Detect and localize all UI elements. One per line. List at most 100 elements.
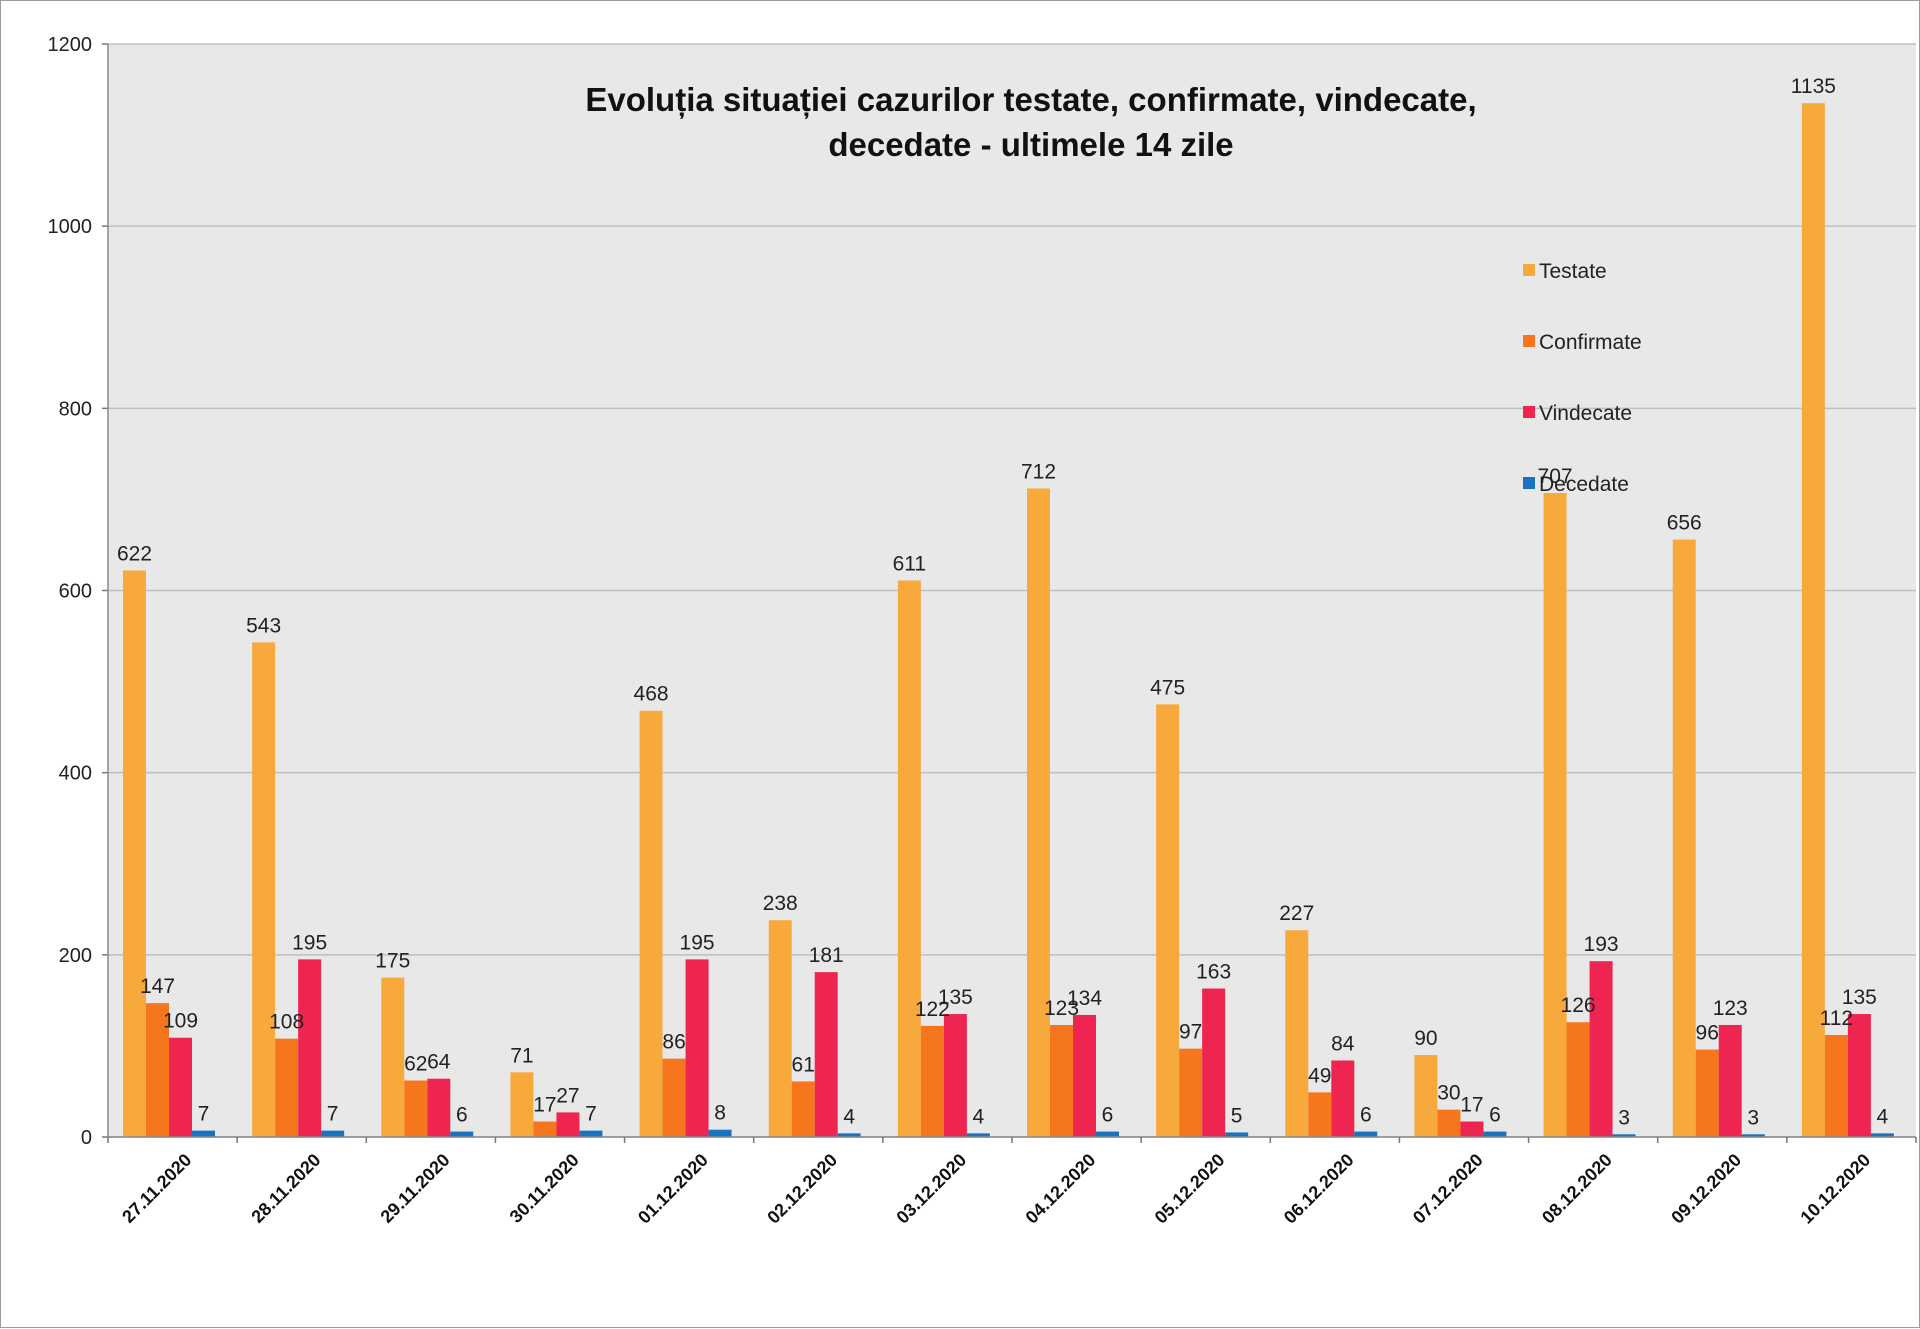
bar-testate bbox=[639, 710, 663, 1137]
bar-confirmate bbox=[404, 1080, 428, 1137]
bar-vindecate bbox=[427, 1078, 451, 1137]
data-label-confirmate: 96 bbox=[1696, 1022, 1719, 1045]
bar-testate bbox=[1285, 930, 1309, 1137]
data-label-testate: 712 bbox=[1021, 460, 1056, 483]
bar-decedate bbox=[708, 1129, 732, 1137]
bar-decedate bbox=[450, 1131, 474, 1137]
bar-confirmate bbox=[533, 1121, 557, 1137]
bar-testate bbox=[1672, 539, 1696, 1137]
legend-label-confirmate: Confirmate bbox=[1539, 331, 1642, 354]
bar-decedate bbox=[1096, 1131, 1119, 1137]
bar-vindecate bbox=[169, 1037, 192, 1137]
data-label-decedate: 7 bbox=[327, 1103, 339, 1126]
data-label-vindecate: 123 bbox=[1713, 997, 1748, 1020]
bar-confirmate bbox=[275, 1038, 299, 1137]
data-label-testate: 1135 bbox=[1791, 75, 1836, 98]
data-label-testate: 543 bbox=[246, 614, 281, 637]
x-category-label: 29.11.2020 bbox=[377, 1150, 454, 1227]
x-category-label: 02.12.2020 bbox=[763, 1150, 841, 1228]
data-label-testate: 622 bbox=[117, 542, 152, 565]
data-label-confirmate: 108 bbox=[269, 1011, 304, 1034]
legend: Testate Confirmate Vindecate Decedate bbox=[1523, 260, 1642, 496]
data-label-confirmate: 147 bbox=[140, 975, 175, 998]
x-category-label: 30.11.2020 bbox=[506, 1150, 583, 1227]
legend-swatch-vindecate bbox=[1523, 406, 1535, 418]
bar-confirmate bbox=[791, 1081, 815, 1137]
data-label-vindecate: 195 bbox=[292, 931, 327, 954]
x-category-label: 07.12.2020 bbox=[1409, 1150, 1487, 1228]
bar-confirmate bbox=[1437, 1109, 1461, 1137]
legend-swatch-confirmate bbox=[1523, 335, 1535, 347]
bar-testate bbox=[768, 920, 792, 1137]
x-category-label: 04.12.2020 bbox=[1022, 1150, 1100, 1228]
data-label-decedate: 6 bbox=[1489, 1104, 1501, 1127]
data-label-decedate: 4 bbox=[843, 1105, 855, 1128]
data-label-decedate: 3 bbox=[1747, 1106, 1759, 1129]
data-label-testate: 90 bbox=[1414, 1027, 1437, 1050]
data-label-testate: 611 bbox=[893, 552, 926, 575]
bar-vindecate bbox=[556, 1112, 580, 1137]
bar-vindecate bbox=[943, 1014, 967, 1137]
bar-decedate bbox=[192, 1130, 215, 1137]
data-label-confirmate: 126 bbox=[1561, 994, 1596, 1017]
bar-confirmate bbox=[146, 1003, 169, 1137]
chart-title-line-1: Evoluția situației cazurilor testate, co… bbox=[585, 81, 1476, 119]
data-label-confirmate: 97 bbox=[1179, 1021, 1202, 1044]
data-label-vindecate: 84 bbox=[1331, 1032, 1355, 1055]
data-label-decedate: 7 bbox=[585, 1103, 597, 1126]
chart-title: Evoluția situației cazurilor testate, co… bbox=[585, 81, 1476, 163]
data-label-vindecate: 193 bbox=[1584, 933, 1619, 956]
bar-decedate bbox=[579, 1130, 603, 1137]
bar-testate bbox=[381, 977, 405, 1137]
data-label-testate: 227 bbox=[1279, 902, 1314, 925]
data-label-confirmate: 86 bbox=[662, 1031, 685, 1054]
data-label-testate: 656 bbox=[1667, 511, 1702, 534]
data-label-testate: 468 bbox=[634, 683, 669, 706]
data-label-vindecate: 109 bbox=[163, 1010, 198, 1033]
x-category-label: 27.11.2020 bbox=[118, 1150, 195, 1227]
bar-decedate bbox=[1225, 1132, 1249, 1137]
bar-vindecate bbox=[1718, 1024, 1742, 1137]
data-label-vindecate: 17 bbox=[1460, 1094, 1483, 1117]
data-label-decedate: 6 bbox=[1102, 1104, 1114, 1127]
y-tick-label: 1000 bbox=[48, 216, 93, 238]
y-tick-label: 600 bbox=[59, 581, 92, 603]
data-label-vindecate: 163 bbox=[1196, 961, 1231, 984]
bar-vindecate bbox=[685, 959, 709, 1137]
x-category-label: 01.12.2020 bbox=[634, 1150, 712, 1228]
data-label-confirmate: 62 bbox=[404, 1053, 427, 1076]
bar-vindecate bbox=[814, 972, 838, 1137]
y-tick-label: 400 bbox=[59, 763, 92, 785]
y-tick-label: 800 bbox=[59, 398, 92, 420]
legend-label-decedate: Decedate bbox=[1539, 473, 1629, 496]
data-label-decedate: 5 bbox=[1231, 1104, 1243, 1127]
bar-confirmate bbox=[1308, 1092, 1332, 1137]
bar-confirmate bbox=[1824, 1034, 1848, 1137]
bar-confirmate bbox=[1179, 1048, 1203, 1137]
data-label-testate: 71 bbox=[510, 1044, 533, 1067]
x-category-label: 06.12.2020 bbox=[1280, 1150, 1358, 1228]
bar-testate bbox=[1801, 103, 1825, 1137]
bar-testate bbox=[123, 570, 146, 1137]
data-label-decedate: 8 bbox=[714, 1102, 726, 1125]
bar-vindecate bbox=[1202, 988, 1226, 1137]
bar-decedate bbox=[837, 1133, 861, 1137]
data-label-vindecate: 27 bbox=[556, 1084, 579, 1107]
data-label-vindecate: 135 bbox=[938, 986, 973, 1009]
data-label-confirmate: 112 bbox=[1820, 1007, 1853, 1030]
data-label-confirmate: 49 bbox=[1308, 1064, 1331, 1087]
bar-vindecate bbox=[1460, 1121, 1484, 1137]
bar-confirmate bbox=[920, 1025, 944, 1137]
bar-decedate bbox=[1483, 1131, 1507, 1137]
bar-confirmate bbox=[1566, 1022, 1590, 1137]
bar-vindecate bbox=[298, 959, 322, 1137]
data-label-decedate: 4 bbox=[1877, 1105, 1889, 1128]
bar-vindecate bbox=[1331, 1060, 1355, 1137]
bar-testate bbox=[1543, 493, 1567, 1137]
y-tick-label: 1200 bbox=[48, 34, 93, 56]
bar-testate bbox=[510, 1072, 534, 1137]
data-label-confirmate: 17 bbox=[533, 1094, 556, 1117]
data-label-testate: 175 bbox=[375, 950, 410, 973]
